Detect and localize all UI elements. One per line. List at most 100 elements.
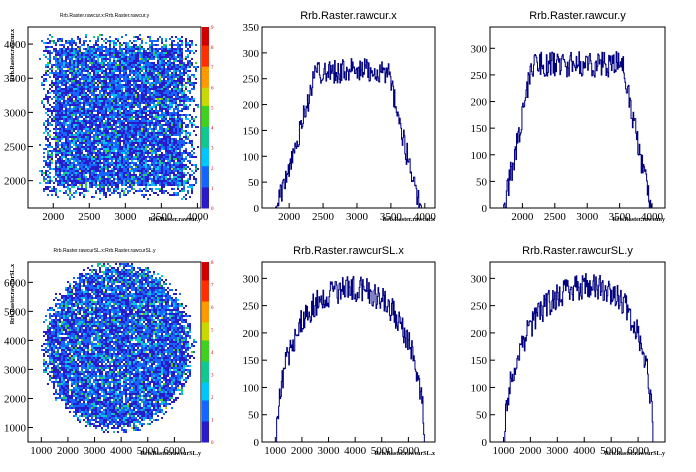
- heatmap-cell: [79, 150, 81, 152]
- heatmap-cell: [83, 154, 85, 156]
- heatmap-cell: [167, 68, 169, 70]
- heatmap-cell: [151, 190, 153, 192]
- heatmap-cell: [63, 144, 65, 146]
- heatmap-cell: [55, 172, 57, 174]
- heatmap-cell: [143, 62, 145, 64]
- heatmap-cell: [133, 184, 135, 186]
- heatmap-cell: [103, 164, 105, 166]
- heatmap-cell: [95, 130, 97, 132]
- heatmap-cell: [181, 182, 183, 184]
- heatmap-cell: [61, 128, 63, 130]
- heatmap-cell: [113, 50, 115, 52]
- heatmap-cell: [119, 88, 121, 90]
- heatmap-cell: [61, 112, 63, 114]
- heatmap-cell: [147, 172, 149, 174]
- heatmap-cell: [125, 46, 127, 48]
- heatmap-cell: [75, 192, 77, 194]
- heatmap-cell: [151, 96, 153, 98]
- heatmap-cell: [143, 132, 145, 134]
- heatmap-cell: [87, 134, 89, 136]
- heatmap-cell: [69, 104, 71, 106]
- heatmap-cell: [97, 120, 99, 122]
- heatmap-cell: [113, 150, 115, 152]
- heatmap-cell: [95, 74, 97, 76]
- heatmap-cell: [81, 54, 83, 56]
- heatmap-cell: [141, 46, 143, 48]
- heatmap-cell: [159, 170, 161, 172]
- heatmap-cell: [177, 56, 179, 58]
- heatmap-cell: [57, 144, 59, 146]
- heatmap-cell: [69, 52, 71, 54]
- heatmap-cell: [63, 192, 65, 194]
- heatmap-cell: [147, 130, 149, 132]
- heatmap-cell: [65, 178, 67, 180]
- heatmap-cell: [159, 156, 161, 158]
- heatmap-cell: [149, 172, 151, 174]
- heatmap-cell: [147, 132, 149, 134]
- heatmap-cell: [137, 96, 139, 98]
- heatmap-cell: [163, 108, 165, 110]
- heatmap-cell: [83, 174, 85, 176]
- heatmap-cell: [153, 142, 155, 144]
- heatmap-cell: [117, 60, 119, 62]
- heatmap-cell: [175, 90, 177, 92]
- heatmap-cell: [169, 38, 171, 40]
- heatmap-cell: [77, 186, 79, 188]
- heatmap-cell: [141, 194, 143, 196]
- heatmap-cell: [103, 60, 105, 62]
- heatmap-cell: [171, 178, 173, 180]
- heatmap-cell: [119, 194, 121, 196]
- heatmap-cell: [43, 42, 45, 44]
- heatmap-cell: [89, 152, 91, 154]
- heatmap-cell: [51, 120, 53, 122]
- heatmap-cell: [77, 58, 79, 60]
- heatmap-cell: [157, 144, 159, 146]
- heatmap-cell: [61, 164, 63, 166]
- heatmap-cell: [139, 64, 141, 66]
- heatmap-cell: [97, 48, 99, 50]
- heatmap-cell: [73, 56, 75, 58]
- heatmap-cell: [67, 68, 69, 70]
- heatmap-cell: [65, 58, 67, 60]
- heatmap-cell: [127, 42, 129, 44]
- heatmap-cell: [123, 192, 125, 194]
- heatmap-cell: [95, 48, 97, 50]
- heatmap-cell: [77, 140, 79, 142]
- heatmap-cell: [65, 72, 67, 74]
- palette-band: [202, 30, 209, 34]
- heatmap-cell: [77, 108, 79, 110]
- heatmap-cell: [83, 160, 85, 162]
- heatmap-cell: [77, 98, 79, 100]
- heatmap-cell: [149, 148, 151, 150]
- heatmap-cell: [181, 74, 183, 76]
- heatmap-cell: [121, 90, 123, 92]
- heatmap-cell: [93, 166, 95, 168]
- heatmap-cell: [123, 84, 125, 86]
- heatmap-cell: [179, 110, 181, 112]
- heatmap-cell: [57, 150, 59, 152]
- heatmap-cell: [109, 44, 111, 46]
- heatmap-cell: [69, 102, 71, 104]
- heatmap-cell: [189, 140, 191, 142]
- heatmap-cell: [109, 104, 111, 106]
- heatmap-cell: [61, 148, 63, 150]
- heatmap-cell: [55, 106, 57, 108]
- heatmap-cell: [63, 66, 65, 68]
- heatmap-cell: [139, 84, 141, 86]
- heatmap-cell: [91, 102, 93, 104]
- heatmap-cell: [97, 134, 99, 136]
- heatmap-cell: [147, 146, 149, 148]
- heatmap-cell: [81, 182, 83, 184]
- heatmap-cell: [61, 82, 63, 84]
- heatmap-cell: [65, 42, 67, 44]
- heatmap-cell: [103, 190, 105, 192]
- heatmap-cell: [177, 54, 179, 56]
- heatmap-cell: [67, 46, 69, 48]
- heatmap-cell: [151, 84, 153, 86]
- heatmap-cell: [147, 102, 149, 104]
- heatmap-cell: [71, 134, 73, 136]
- heatmap-cell: [177, 74, 179, 76]
- heatmap-cell: [179, 84, 181, 86]
- heatmap-cell: [121, 60, 123, 62]
- heatmap-cell: [169, 48, 171, 50]
